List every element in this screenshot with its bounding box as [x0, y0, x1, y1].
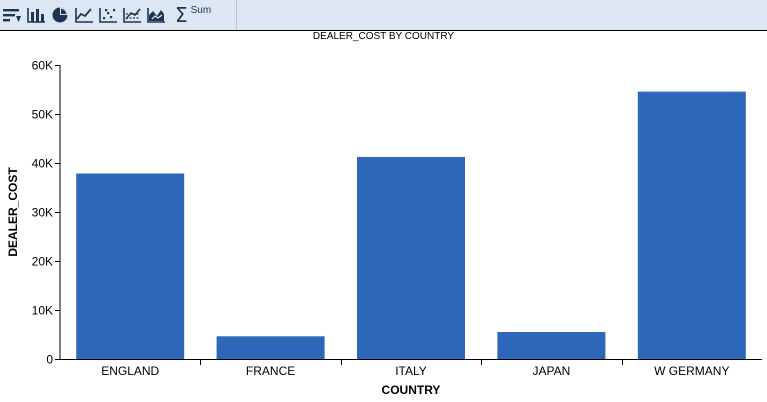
bar-chart-icon[interactable] — [24, 3, 48, 27]
pie-chart-icon[interactable] — [48, 3, 72, 27]
y-tick-label: 30K — [32, 206, 53, 220]
bar — [216, 336, 325, 359]
sum-aggregation-button[interactable]: Σ Sum — [172, 0, 211, 30]
bar — [76, 173, 185, 359]
line-chart-icon[interactable] — [72, 3, 96, 27]
y-tick-label: 0 — [46, 353, 53, 367]
y-tick-label: 60K — [32, 59, 53, 73]
y-tick-label: 20K — [32, 255, 53, 269]
chart-toolbar: Σ Sum — [0, 0, 767, 31]
bar — [497, 331, 606, 359]
bar — [357, 156, 465, 359]
area-chart-icon[interactable] — [144, 3, 168, 27]
y-tick-label: 40K — [32, 157, 53, 171]
sigma-icon: Σ — [175, 3, 188, 27]
sum-label: Sum — [190, 5, 212, 16]
x-tick-label: JAPAN — [533, 364, 571, 378]
trend-line-icon[interactable] — [120, 3, 144, 27]
chart-type-toolbar-group — [0, 0, 237, 30]
x-tick-label: ENGLAND — [101, 364, 159, 378]
sort-icon[interactable] — [0, 3, 24, 27]
y-tick-label: 10K — [32, 304, 53, 318]
x-tick-label: FRANCE — [246, 364, 295, 378]
y-tick-label: 50K — [32, 108, 53, 122]
x-tick-label: ITALY — [395, 364, 427, 378]
x-tick-label: W GERMANY — [654, 364, 729, 378]
scatter-plot-icon[interactable] — [96, 3, 120, 27]
bar — [637, 91, 746, 359]
x-axis-title: COUNTRY — [382, 383, 441, 397]
y-axis-title: DEALER_COST — [6, 167, 20, 257]
chart-title: DEALER_COST BY COUNTRY — [312, 31, 455, 42]
